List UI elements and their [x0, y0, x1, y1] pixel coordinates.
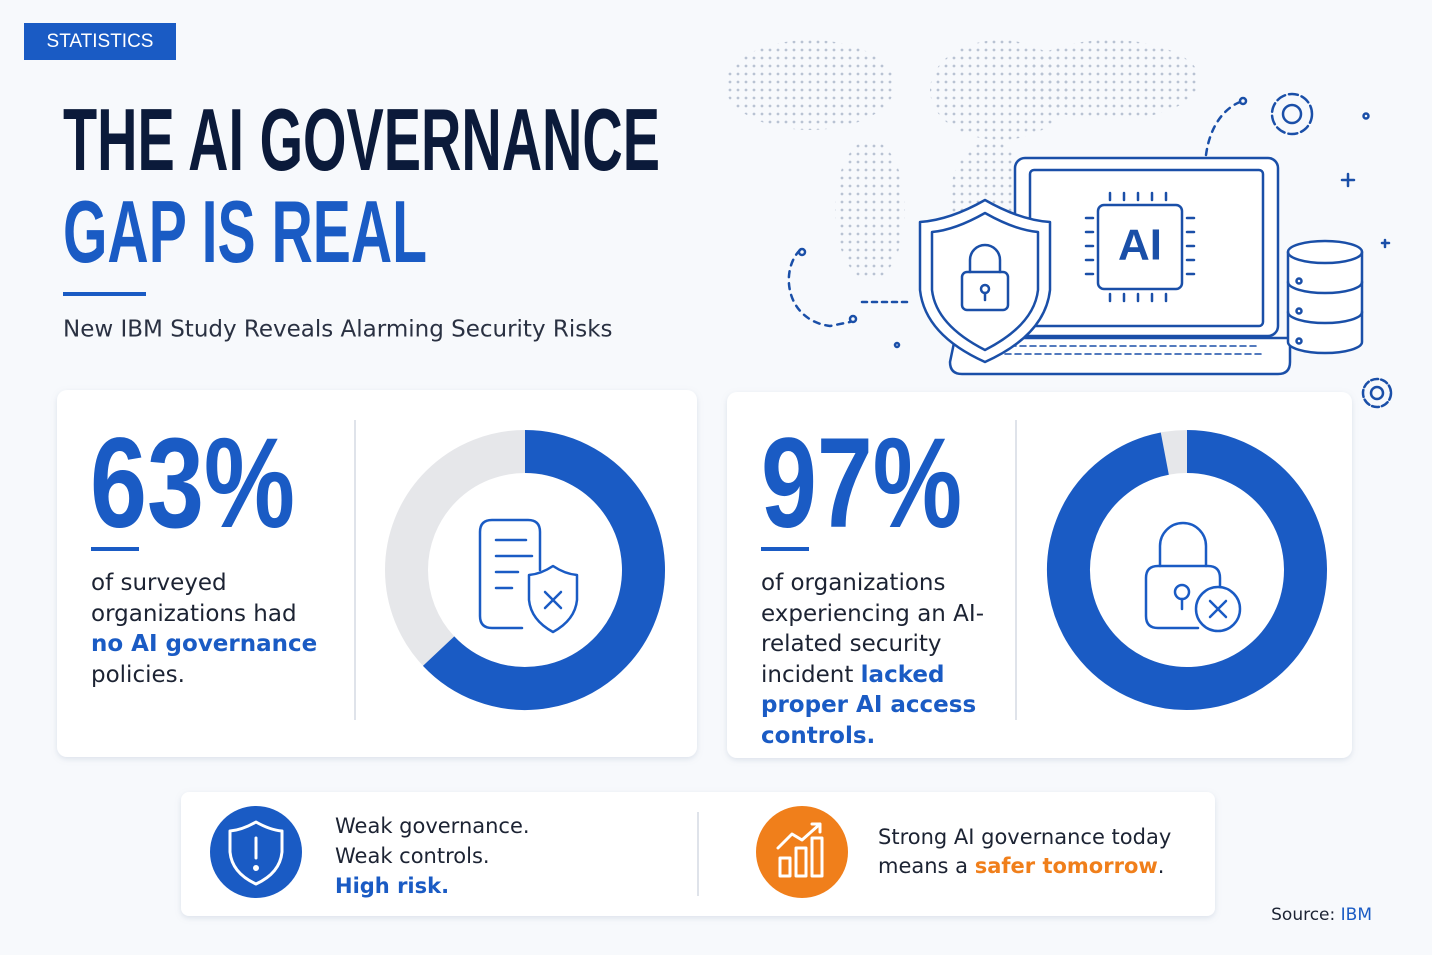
illustration: [787, 92, 1393, 409]
stat-value: 97%: [761, 412, 962, 555]
title-rule: [63, 292, 146, 296]
text: policies.: [91, 661, 185, 688]
title-line: THE AI GOVERNANCE: [63, 90, 660, 189]
stat-text: of surveyed organizations had no AI gove…: [91, 568, 321, 690]
highlight: lacked proper AI access controls.: [761, 661, 977, 749]
title-line: GAP IS REAL: [63, 182, 427, 281]
text: of organizations experiencing an AI-rela…: [761, 570, 985, 688]
growth-icon: [776, 822, 824, 878]
text: Weak controls.: [335, 844, 490, 868]
donut-arc: [422, 430, 665, 710]
stat-text: of organizations experiencing an AI-rela…: [761, 568, 1001, 751]
donuts: [385, 430, 1327, 710]
badge-bg: [24, 23, 176, 60]
stat-card: [727, 392, 1352, 758]
highlight: no AI governance: [91, 631, 318, 657]
chip-label: AI: [1118, 221, 1162, 270]
text: Strong AI governance today means a: [878, 825, 1172, 878]
text: .: [1157, 854, 1165, 878]
stat-rule: [761, 547, 809, 551]
text: of surveyed organizations had: [91, 570, 297, 627]
subtitle: New IBM Study Reveals Alarming Security …: [63, 317, 613, 343]
source-name: IBM: [1340, 905, 1372, 925]
donut-arc: [1047, 430, 1327, 710]
stat-rule: [91, 547, 139, 551]
stat-card: [57, 390, 697, 757]
growth-icon-bg: [756, 806, 848, 898]
highlight: safer tomorrow: [974, 854, 1158, 878]
stat-value: 63%: [90, 412, 295, 555]
footer-left: Weak governance. Weak controls. High ris…: [335, 811, 530, 901]
lock-icon: [1144, 521, 1242, 633]
source: Source: IBM: [1271, 905, 1372, 925]
source-label: Source:: [1271, 905, 1336, 925]
risk-icon: [228, 820, 284, 886]
map-dots: [725, 40, 1200, 280]
text: Weak governance.: [335, 814, 530, 838]
highlight: High risk.: [335, 874, 450, 898]
doc-icon: [478, 518, 579, 634]
footer-right: Strong AI governance today means a safer…: [878, 823, 1188, 881]
badge: STATISTICS: [47, 31, 154, 52]
